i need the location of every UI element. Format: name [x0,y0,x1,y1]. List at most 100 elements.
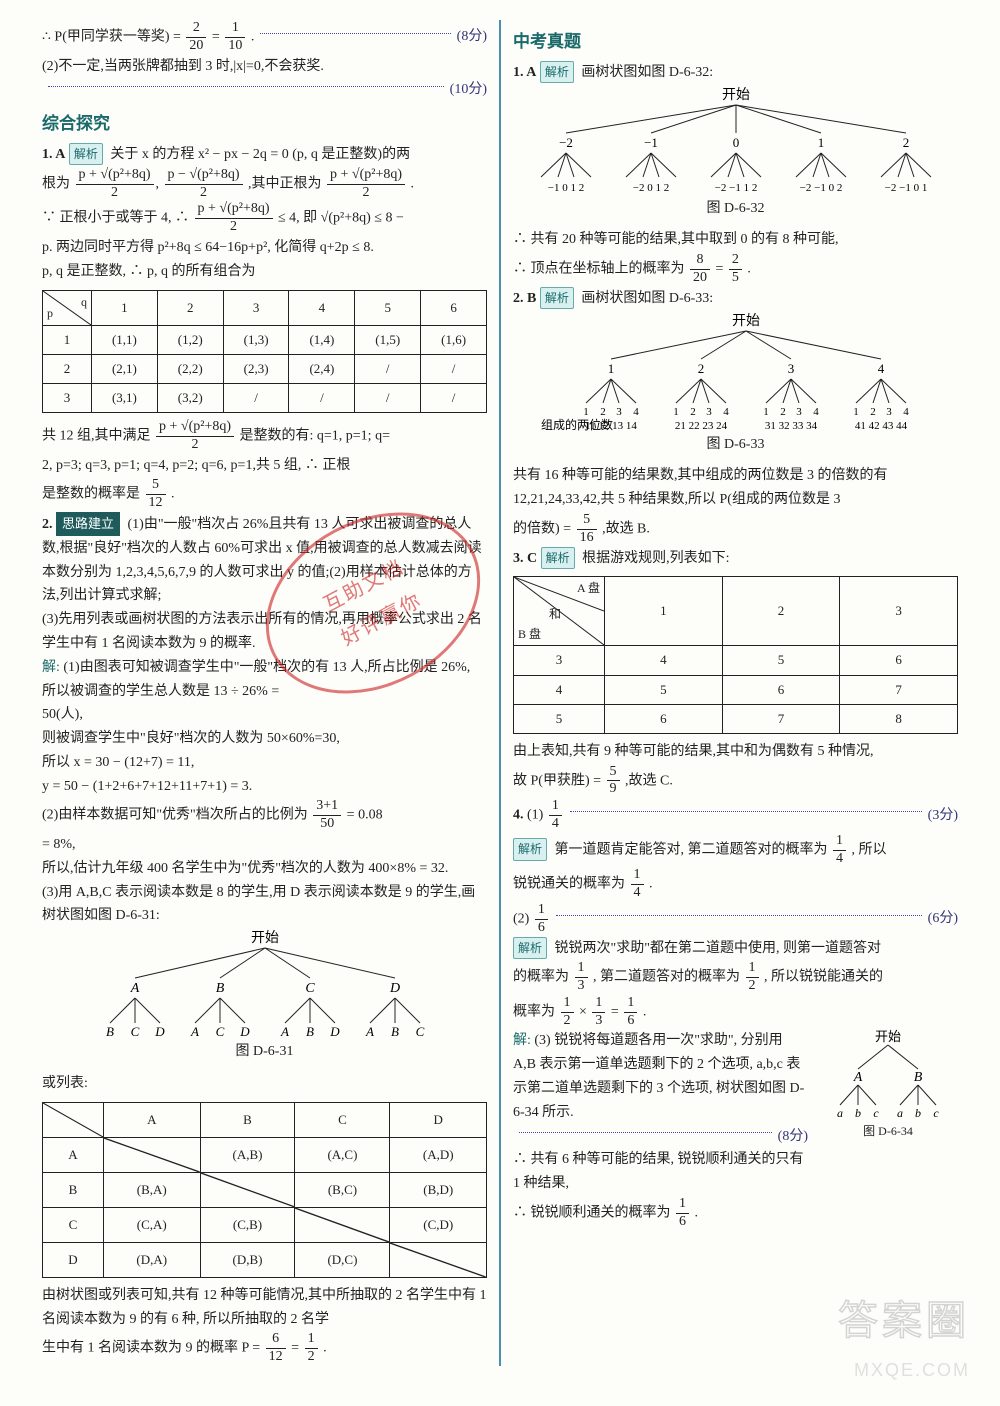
svg-text:D: D [329,1024,340,1038]
svg-text:−2 −1 0 1: −2 −1 0 1 [884,182,927,194]
svg-text:b: b [855,1106,861,1119]
tag-icon: 解析 [540,61,574,83]
table-abcd: ABCD A(A,B)(A,C)(A,D) B(B,A)(B,C)(B,D) C… [42,1102,487,1278]
svg-text:2: 2 [870,406,876,418]
svg-text:开始: 开始 [732,313,760,329]
problem-r4: 4. (1) 14 (3分) [513,798,958,833]
text: ∴ 顶点在坐标轴上的概率为 820 = 25 . [513,252,958,287]
svg-text:B: B [914,1070,923,1085]
tag-icon: 解析 [540,287,574,309]
svg-text:B: B [215,981,224,996]
tree-diagram-31: 开始 A B C D B C D A C D A B D [42,928,487,1064]
svg-text:C: C [215,1024,224,1038]
score: (8分) [778,1125,808,1149]
svg-text:A: A [190,1024,199,1038]
text: 故 P(甲获胜) = 59 ,故选 C. [513,764,958,799]
tag-icon: 解析 [541,547,575,569]
text: ∵ 正根小于或等于 4, ∴ p + √(p²+8q)2 ≤ 4, 即 √(p²… [42,201,487,236]
svg-text:−1: −1 [644,135,658,150]
tag-icon: 解析 [513,838,547,860]
svg-text:21 22 23 24: 21 22 23 24 [674,420,727,431]
svg-text:开始: 开始 [251,930,279,946]
text: 解: (1)由图表可知被调查学生中"一般"档次的有 13 人,所占比例是 26%… [42,656,487,704]
svg-text:B: B [306,1024,314,1038]
tag-icon: 思路建立 [56,512,120,536]
svg-text:B: B [391,1024,399,1038]
svg-text:a: a [837,1106,843,1119]
text: 解析 锐锐两次"求助"都在第二道题中使用, 则第一道题答对 [513,937,958,961]
problem-r2: 2. B 解析 画树状图如图 D-6-33: [513,287,958,311]
text: 则被调查学生中"良好"档次的人数为 50×60%=30, [42,727,487,751]
section-title: 综合探究 [42,110,487,139]
figure-label: 图 D-6-32 [513,197,958,221]
problem-2: 2. 思路建立 (1)由"一般"档次占 26%且共有 13 人可求出被调查的总人… [42,512,487,608]
svg-text:D: D [239,1024,250,1038]
figure-label: 图 D-6-31 [42,1040,487,1064]
svg-text:3: 3 [886,406,892,418]
score: (8分) [457,25,487,49]
svg-text:A: A [129,981,139,996]
svg-text:C: C [305,981,315,996]
svg-text:4: 4 [813,406,819,418]
text: 2, p=3; q=3, p=1; q=4, p=2; q=6, p=1,共 5… [42,454,487,478]
score: (3分) [928,804,958,828]
svg-text:b: b [915,1106,921,1119]
tag-icon: 解析 [69,143,103,165]
text: 或列表: [42,1072,487,1096]
svg-text:3: 3 [616,406,622,418]
score: (10分) [450,78,487,102]
svg-text:2: 2 [697,361,704,376]
svg-text:3: 3 [706,406,712,418]
svg-text:4: 4 [903,406,909,418]
svg-text:−2 0 1 2: −2 0 1 2 [632,182,668,194]
text: ∴ 锐锐顺利通关的概率为 16 . [513,1196,958,1231]
text: 共 12 组,其中满足 p + √(p²+8q)2 是整数的有: q=1, p=… [42,419,487,454]
watermark: 答案圈 MXQE.COM [838,1287,970,1386]
svg-text:D: D [388,981,399,996]
svg-text:−2: −2 [559,135,573,150]
svg-text:4: 4 [723,406,729,418]
svg-text:开始: 开始 [722,87,750,103]
text: 所以,估计九年级 400 名学生中为"优秀"档次的人数为 400×8% = 32… [42,857,487,881]
table-sum: A 盘 和 B 盘 123 3456 4567 5678 [513,576,958,733]
text: 由树状图或列表可知,共有 12 种等可能情况,其中所抽取的 2 名学生中有 1 … [42,1284,487,1332]
tag-icon: 解析 [513,937,547,959]
svg-text:1: 1 [817,135,824,150]
svg-text:a: a [897,1106,903,1119]
svg-text:0: 0 [732,135,739,150]
svg-text:1: 1 [673,406,679,418]
section-title: 中考真题 [513,28,958,57]
text: 是整数的概率是 512 . [42,477,487,512]
text: ∴ 共有 20 种等可能的结果,其中取到 0 的有 8 种可能, [513,228,958,252]
text: 50(人), [42,703,487,727]
text: 解析 第一道题肯定能答对, 第二道题答对的概率为 14 , 所以 [513,833,958,868]
svg-text:开始: 开始 [875,1029,901,1044]
svg-text:1: 1 [583,406,589,418]
problem-r1: 1. A 解析 画树状图如图 D-6-32: [513,61,958,85]
text: 生中有 1 名阅读本数为 9 的概率 P = 612 = 12 . [42,1331,487,1366]
tree-diagram-34: 开始 A B abc abc 图 D-6-34 [818,1029,958,1196]
text: (2) 16 (6分) [513,902,958,937]
text: (2)由样本数据可知"优秀"档次所占的比例为 3+150 = 0.08 [42,798,487,833]
text: 锐锐通关的概率为 14 . [513,867,958,902]
svg-text:1: 1 [607,361,614,376]
right-column: 中考真题 1. A 解析 画树状图如图 D-6-32: 开始 −2−1012 [501,20,970,1366]
score: (6分) [928,907,958,931]
text: 共有 16 种等可能的结果数,其中组成的两位数是 3 的倍数的有 12,21,2… [513,464,958,512]
svg-text:1: 1 [853,406,859,418]
svg-text:A: A [365,1024,374,1038]
svg-text:−2 −1 1 2: −2 −1 1 2 [714,182,757,194]
text: (3)用 A,B,C 表示阅读本数是 8 的学生,用 D 表示阅读本数是 9 的… [42,881,487,929]
svg-text:4: 4 [633,406,639,418]
text: 由上表知,共有 9 种等可能的结果,其中和为偶数有 5 种情况, [513,740,958,764]
figure-label: 图 D-6-33 [513,433,958,457]
svg-text:C: C [130,1024,139,1038]
problem-1: 1. A 解析 关于 x 的方程 x² − px − 2q = 0 (p, q … [42,143,487,167]
svg-text:D: D [154,1024,165,1038]
text: (2)不一定,当两张牌都抽到 3 时,|x|=0,不会获奖. [42,55,487,79]
svg-text:B: B [106,1024,114,1038]
text: 根为 p + √(p²+8q)2, p − √(p²+8q)2 ,其中正根为 p… [42,167,487,202]
table-pq: q p 123 456 1(1,1)(1,2)(1,3)(1,4)(1,5)(1… [42,290,487,413]
text: = 8%, [42,833,487,857]
svg-text:c: c [933,1106,939,1119]
